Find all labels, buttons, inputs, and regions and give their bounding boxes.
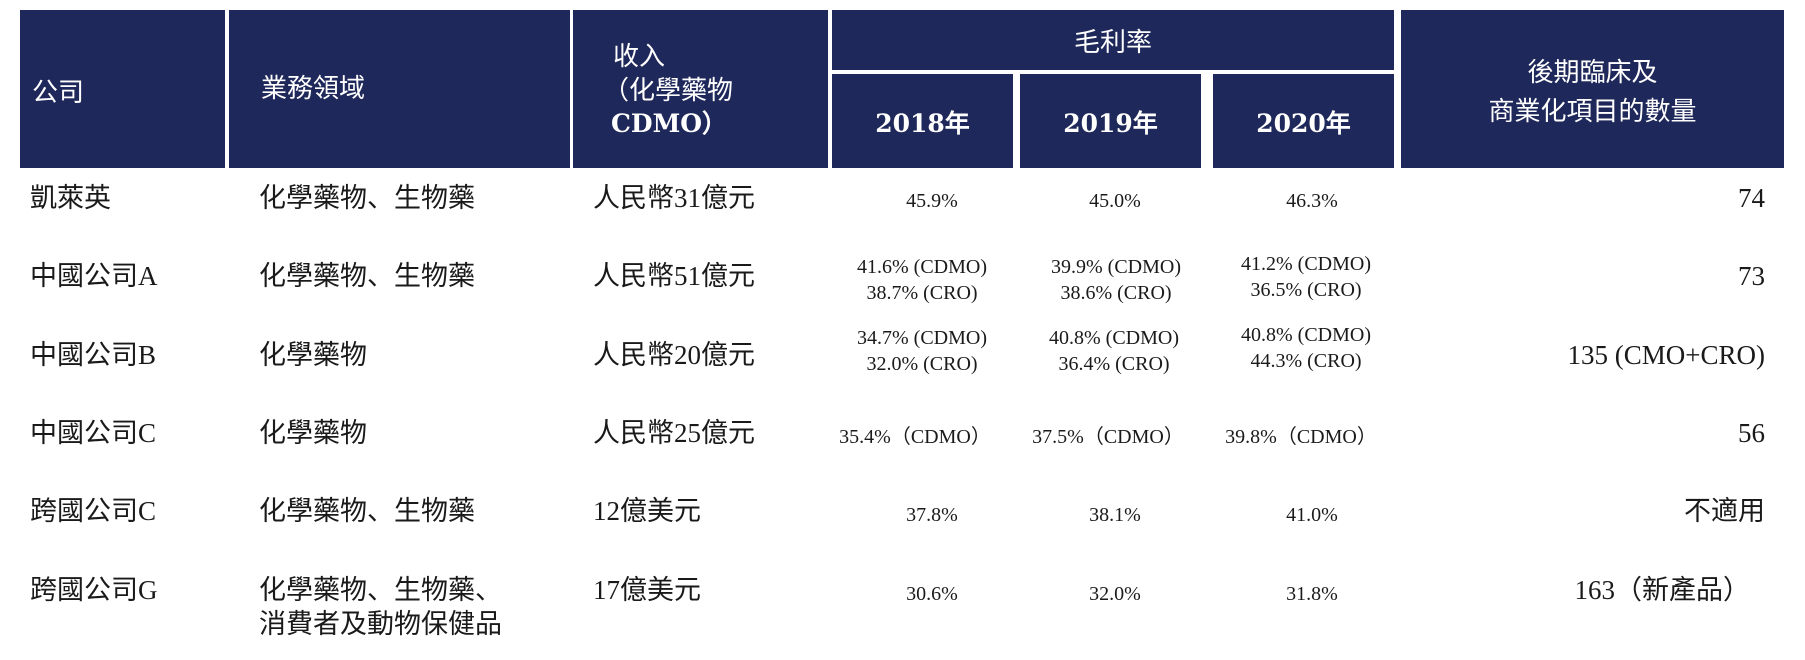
row-margin-2020: 31.8% bbox=[1286, 583, 1338, 605]
row-margin-2020: 41.2% (CDMO) 36.5% (CRO) bbox=[1206, 251, 1406, 303]
row-revenue: 人民幣31億元 bbox=[593, 183, 755, 213]
header-business-label: 業務領域 bbox=[261, 74, 366, 104]
row-business-line1: 化學藥物、生物藥、 bbox=[259, 575, 502, 605]
row-company: 中國公司B bbox=[30, 340, 157, 370]
row-business: 化學藥物、生物藥 bbox=[259, 183, 475, 213]
row-margin-2019: 37.5%（CDMO） bbox=[1032, 426, 1184, 448]
row-projects: 135 (CMO+CRO) bbox=[1567, 340, 1766, 370]
margin-cro: 38.7% (CRO) bbox=[866, 282, 978, 304]
row-margin-2019: 32.0% bbox=[1089, 583, 1141, 605]
row-projects: 163（新產品） bbox=[1574, 575, 1751, 605]
margin-cdmo: 40.8% (CDMO) bbox=[1049, 327, 1179, 349]
header-year-2019-cell: 2019年 bbox=[1020, 74, 1201, 168]
margin-cro: 44.3% (CRO) bbox=[1250, 350, 1362, 372]
row-revenue: 12億美元 bbox=[593, 496, 701, 526]
margin-cdmo: 39.9% (CDMO) bbox=[1051, 256, 1181, 278]
row-business: 化學藥物、生物藥 bbox=[259, 496, 475, 526]
row-projects: 56 bbox=[1738, 418, 1765, 448]
row-margin-2020: 40.8% (CDMO) 44.3% (CRO) bbox=[1206, 322, 1406, 374]
row-margin-2019: 40.8% (CDMO) 36.4% (CRO) bbox=[1014, 325, 1214, 377]
header-year-2018-cell: 2018年 bbox=[832, 74, 1013, 168]
margin-cdmo: 41.6% (CDMO) bbox=[857, 256, 987, 278]
row-projects: 不適用 bbox=[1684, 496, 1765, 526]
header-projects-cell: 後期臨床及 商業化項目的數量 bbox=[1401, 10, 1784, 168]
row-margin-2020: 39.8%（CDMO） bbox=[1225, 426, 1377, 448]
row-company: 中國公司A bbox=[30, 261, 158, 291]
row-projects: 73 bbox=[1738, 261, 1765, 291]
row-company: 跨國公司C bbox=[30, 496, 157, 526]
header-year-2020-cell: 2020年 bbox=[1213, 74, 1394, 168]
header-revenue-line1: 收入 bbox=[613, 42, 666, 72]
header-year-2019-label: 2019年 bbox=[1063, 109, 1158, 138]
header-revenue-cell: 收入 （化學藥物 CDMO） bbox=[573, 10, 828, 168]
margin-cro: 36.5% (CRO) bbox=[1250, 279, 1362, 301]
header-projects-line2: 商業化項目的數量 bbox=[1488, 97, 1697, 127]
row-margin-2019: 45.0% bbox=[1089, 190, 1141, 212]
header-gross-margin-label: 毛利率 bbox=[1073, 28, 1152, 58]
margin-cdmo: 34.7% (CDMO) bbox=[857, 327, 987, 349]
header-gross-margin-cell: 毛利率 bbox=[832, 10, 1394, 70]
row-margin-2018: 41.6% (CDMO) 38.7% (CRO) bbox=[822, 254, 1022, 306]
row-business: 化學藥物 bbox=[259, 340, 367, 370]
row-revenue: 人民幣20億元 bbox=[593, 340, 755, 370]
row-business: 化學藥物、生物藥、 消費者及動物保健品 bbox=[259, 573, 502, 641]
margin-cdmo: 40.8% (CDMO) bbox=[1241, 324, 1371, 346]
row-margin-2018: 30.6% bbox=[906, 583, 958, 605]
row-margin-2018: 45.9% bbox=[906, 190, 958, 212]
row-margin-2018: 34.7% (CDMO) 32.0% (CRO) bbox=[822, 325, 1022, 377]
row-margin-2019: 38.1% bbox=[1089, 504, 1141, 526]
row-company: 凱萊英 bbox=[30, 183, 111, 213]
row-revenue: 17億美元 bbox=[593, 575, 701, 605]
row-margin-2018: 37.8% bbox=[906, 504, 958, 526]
row-margin-2020: 46.3% bbox=[1286, 190, 1338, 212]
row-margin-2018: 35.4%（CDMO） bbox=[839, 426, 991, 448]
row-company: 跨國公司G bbox=[30, 575, 158, 605]
row-company: 中國公司C bbox=[30, 418, 157, 448]
row-revenue: 人民幣51億元 bbox=[593, 261, 755, 291]
row-business-line2: 消費者及動物保健品 bbox=[259, 609, 502, 639]
header-company-label: 公司 bbox=[32, 78, 85, 108]
header-projects-line1: 後期臨床及 bbox=[1527, 58, 1658, 88]
margin-cdmo: 41.2% (CDMO) bbox=[1241, 253, 1371, 275]
header-revenue-line2: （化學藥物 bbox=[603, 76, 734, 106]
header-year-2020-label: 2020年 bbox=[1256, 109, 1351, 138]
row-business: 化學藥物 bbox=[259, 418, 367, 448]
header-year-2018-label: 2018年 bbox=[875, 109, 970, 138]
header-company-cell: 公司 bbox=[20, 10, 225, 168]
row-margin-2019: 39.9% (CDMO) 38.6% (CRO) bbox=[1016, 254, 1216, 306]
header-revenue-line3: CDMO） bbox=[611, 109, 728, 138]
margin-cro: 36.4% (CRO) bbox=[1058, 353, 1170, 375]
header-business-cell: 業務領域 bbox=[229, 10, 570, 168]
row-revenue: 人民幣25億元 bbox=[593, 418, 755, 448]
row-projects: 74 bbox=[1738, 183, 1765, 213]
row-business: 化學藥物、生物藥 bbox=[259, 261, 475, 291]
margin-cro: 32.0% (CRO) bbox=[866, 353, 978, 375]
row-margin-2020: 41.0% bbox=[1286, 504, 1338, 526]
margin-cro: 38.6% (CRO) bbox=[1060, 282, 1172, 304]
